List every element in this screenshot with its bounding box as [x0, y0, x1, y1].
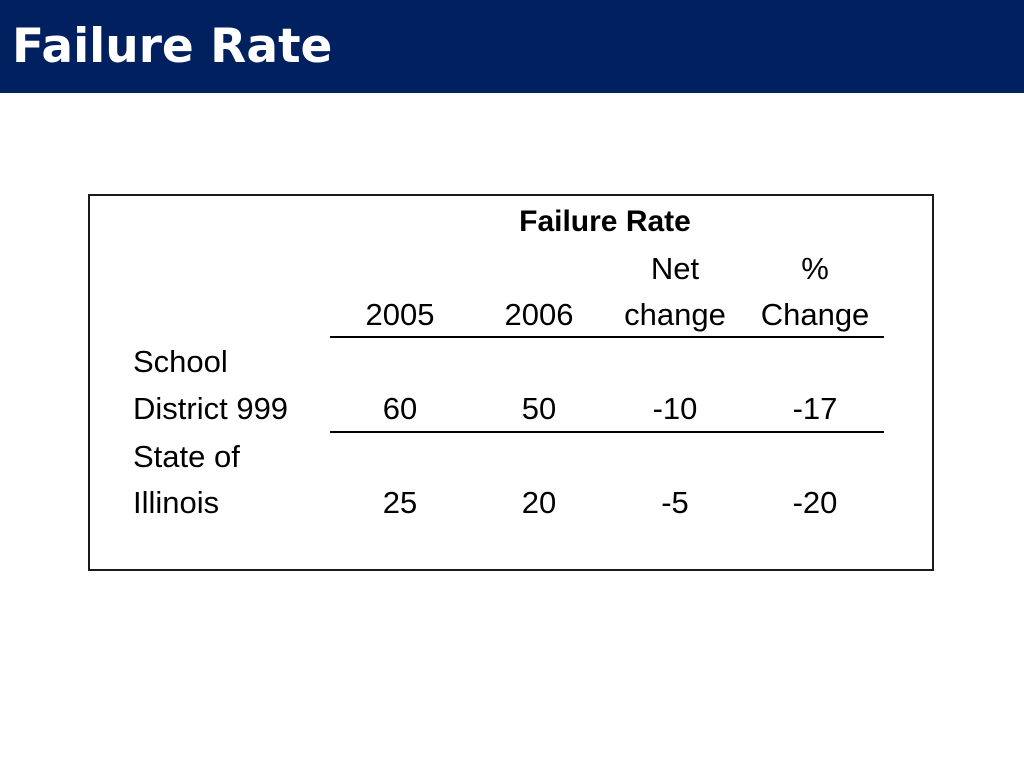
header-rule: [330, 336, 884, 338]
column-header-2006: 2006: [504, 297, 574, 332]
table-cell-pct-change: -20: [792, 485, 838, 520]
row-label-line1: State of: [133, 439, 240, 474]
slide-title: Failure Rate: [12, 19, 333, 74]
column-header-pct-line2: Change: [760, 297, 870, 332]
table-cell-pct-change: -17: [792, 391, 838, 426]
failure-rate-table: Failure Rate 2005 2006 Net change % Chan…: [88, 194, 934, 571]
table-cell-net-change: -5: [661, 485, 689, 520]
table-group-header: Failure Rate: [519, 205, 691, 238]
table-cell-2005: 60: [382, 391, 418, 426]
table-cell-net-change: -10: [652, 391, 698, 426]
column-header-net-line2: change: [624, 297, 726, 332]
title-bar: Failure Rate: [0, 0, 1024, 93]
row-rule: [330, 431, 884, 433]
table-cell-2006: 50: [521, 391, 557, 426]
row-label-line2: District 999: [133, 391, 289, 426]
row-label-line1: School: [133, 344, 228, 379]
row-label-line2: Illinois: [133, 485, 220, 520]
column-header-net-line1: Net: [650, 251, 700, 286]
column-header-2005: 2005: [365, 297, 435, 332]
column-header-pct-line1: %: [801, 251, 829, 286]
table-cell-2006: 20: [521, 485, 557, 520]
table-cell-2005: 25: [382, 485, 418, 520]
